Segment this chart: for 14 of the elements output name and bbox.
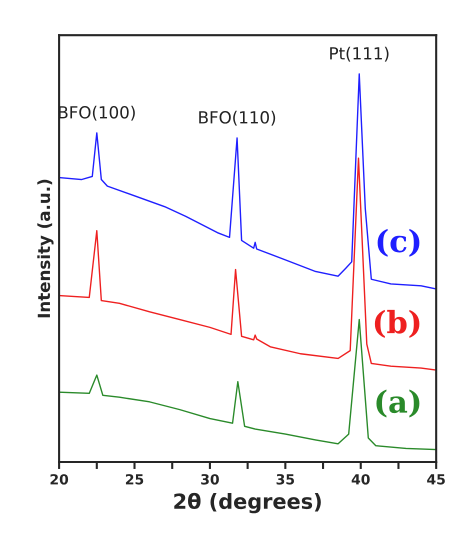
series-label: (b) — [374, 310, 420, 338]
x-tick-label: 30 — [201, 474, 219, 485]
annotation: BFO(110) — [199, 110, 276, 126]
y-axis-title: Intensity (a.u.) — [37, 180, 54, 318]
x-tick-label: 25 — [126, 474, 144, 485]
series-label: (a) — [376, 389, 420, 418]
x-tick-label: 35 — [276, 474, 294, 485]
annotation: BFO(100) — [58, 106, 135, 121]
x-tick-label: 45 — [427, 474, 445, 485]
series-label: (c) — [378, 228, 420, 257]
x-tick-label: 40 — [352, 474, 370, 485]
x-tick-label: 20 — [50, 474, 68, 485]
annotation: Pt(111) — [330, 46, 389, 62]
x-axis-title: 2θ (degrees) — [174, 492, 321, 514]
